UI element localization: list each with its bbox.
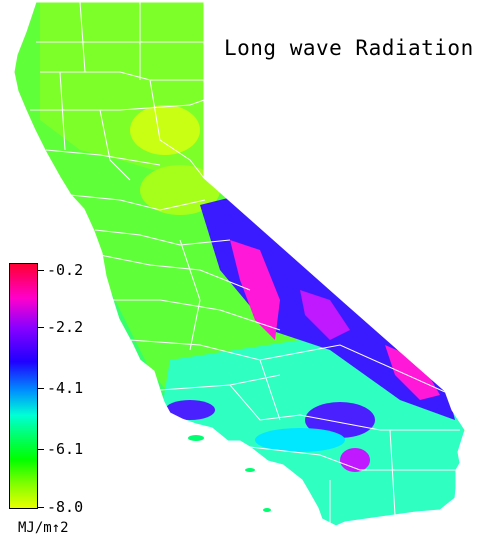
channel-island: [245, 468, 255, 472]
legend-tick-label: -8.0: [47, 498, 84, 516]
state-outline: [13, 1, 466, 527]
legend-tick-label: -2.2: [47, 318, 84, 336]
region-mojave: [255, 428, 345, 452]
region-yellow-hotspot: [130, 105, 200, 155]
county-lines: [30, 1, 460, 525]
channel-island: [188, 435, 204, 441]
region-sierra-peaks-2: [300, 290, 350, 340]
region-sierra-peaks: [230, 240, 280, 340]
legend-tick-label: -0.2: [47, 261, 84, 279]
region-san-jacinto: [340, 448, 370, 472]
region-san-gabriel: [305, 402, 375, 438]
legend-tick: [38, 507, 44, 508]
legend-tick: [38, 388, 44, 389]
legend-tick: [38, 270, 44, 271]
legend-tick: [38, 327, 44, 328]
region-central-valley: [140, 165, 220, 215]
region-white-mountains: [385, 345, 440, 400]
legend-tick-label: -4.1: [47, 379, 84, 397]
legend-tick: [38, 449, 44, 450]
color-legend-bar: [9, 263, 38, 509]
region-transverse-ranges: [165, 400, 215, 420]
legend-units: MJ/m↑2: [18, 520, 69, 536]
map-title: Long wave Radiation: [224, 36, 474, 60]
legend-tick-label: -6.1: [47, 440, 84, 458]
channel-island: [263, 508, 271, 512]
